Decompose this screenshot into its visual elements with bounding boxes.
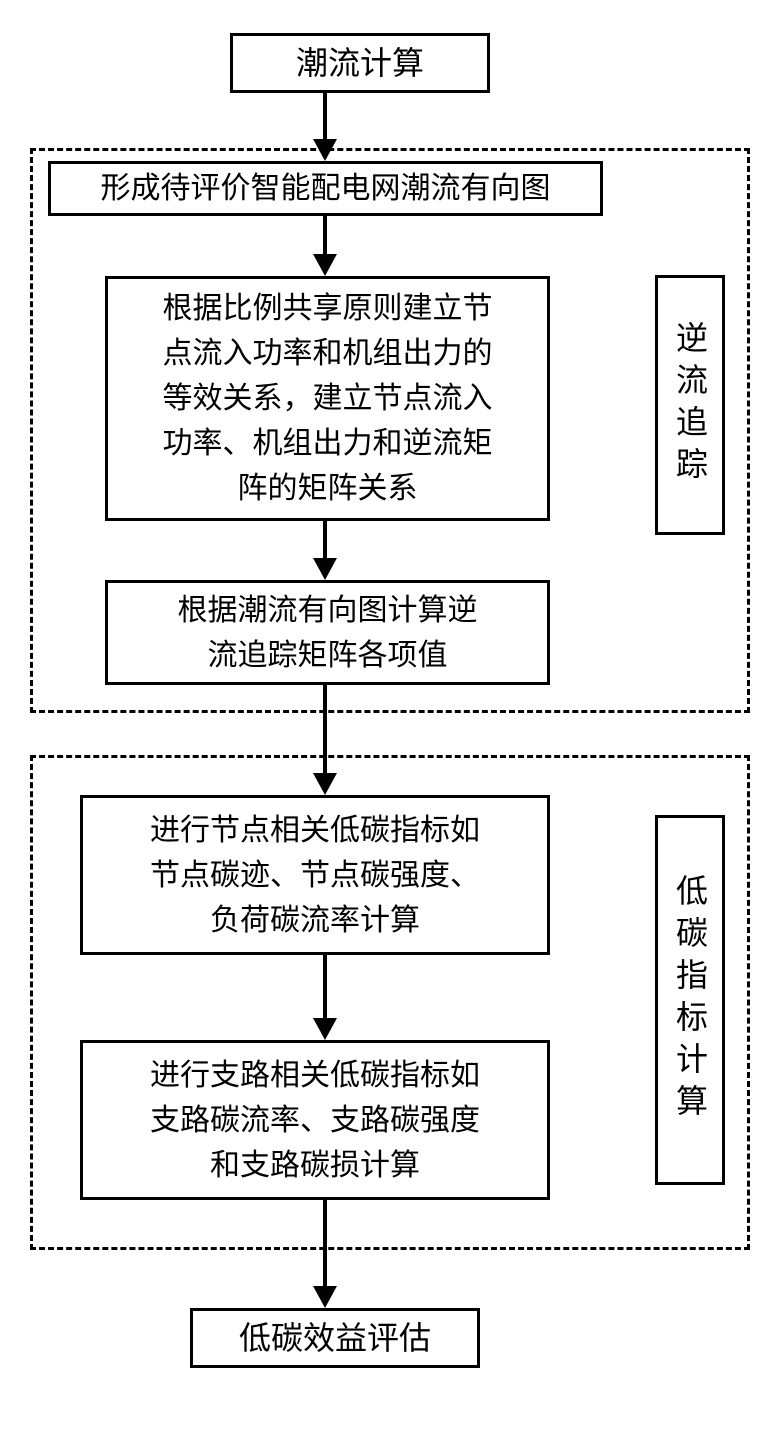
- arrow-head-icon: [313, 139, 337, 161]
- box-calc-matrix-values: 根据潮流有向图计算逆流追踪矩阵各项值: [105, 580, 550, 685]
- arrow-shaft: [323, 685, 327, 775]
- box-label: 进行支路相关低碳指标如支路碳流率、支路碳强度和支路碳损计算: [150, 1053, 480, 1188]
- box-label: 根据潮流有向图计算逆流追踪矩阵各项值: [178, 588, 478, 678]
- arrow-shaft: [323, 1200, 327, 1288]
- vlabel-low-carbon-calc: 低碳指标计算: [655, 815, 725, 1185]
- vlabel-text: 低碳指标计算: [667, 874, 713, 1126]
- arrow-shaft: [323, 521, 327, 560]
- arrow-head-icon: [313, 773, 337, 795]
- box-label: 低碳效益评估: [239, 1314, 431, 1362]
- box-label: 根据比例共享原则建立节点流入功率和机组出力的等效关系，建立节点流入功率、机组出力…: [163, 286, 493, 511]
- box-branch-carbon-indicators: 进行支路相关低碳指标如支路碳流率、支路碳强度和支路碳损计算: [80, 1040, 550, 1200]
- arrow-head-icon: [313, 558, 337, 580]
- vlabel-text: 逆流追踪: [667, 321, 713, 489]
- box-node-carbon-indicators: 进行节点相关低碳指标如节点碳迹、节点碳强度、负荷碳流率计算: [80, 795, 550, 955]
- box-form-directed-graph: 形成待评价智能配电网潮流有向图: [48, 161, 603, 216]
- arrow-head-icon: [313, 1018, 337, 1040]
- arrow-head-icon: [313, 254, 337, 276]
- flowchart-container: 潮流计算 形成待评价智能配电网潮流有向图 根据比例共享原则建立节点流入功率和机组…: [0, 20, 780, 1429]
- box-proportional-sharing: 根据比例共享原则建立节点流入功率和机组出力的等效关系，建立节点流入功率、机组出力…: [105, 276, 550, 521]
- arrow-shaft: [323, 216, 327, 256]
- box-label: 潮流计算: [296, 39, 424, 87]
- arrow-head-icon: [313, 1286, 337, 1308]
- box-power-flow-calc: 潮流计算: [230, 33, 490, 93]
- vlabel-reverse-tracking: 逆流追踪: [655, 275, 725, 535]
- arrow-shaft: [323, 93, 327, 141]
- box-label: 形成待评价智能配电网潮流有向图: [101, 166, 551, 211]
- arrow-shaft: [323, 955, 327, 1020]
- box-low-carbon-benefit-eval: 低碳效益评估: [190, 1308, 480, 1368]
- box-label: 进行节点相关低碳指标如节点碳迹、节点碳强度、负荷碳流率计算: [150, 808, 480, 943]
